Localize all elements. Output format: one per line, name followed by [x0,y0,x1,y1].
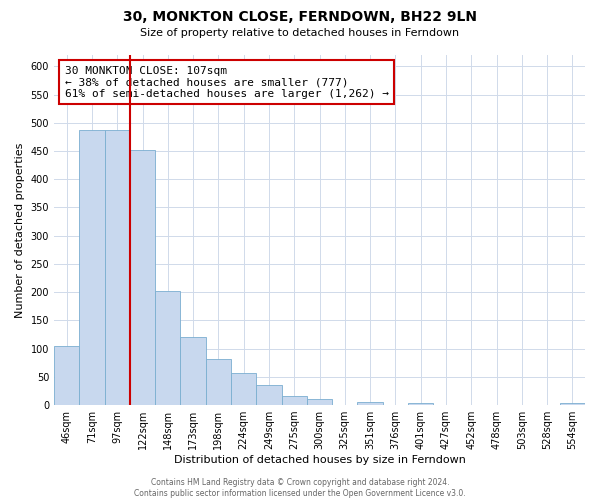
Bar [231,373,256,405]
Text: Contains HM Land Registry data © Crown copyright and database right 2024.
Contai: Contains HM Land Registry data © Crown c… [134,478,466,498]
Bar [281,396,307,405]
Bar [54,346,79,405]
X-axis label: Distribution of detached houses by size in Ferndown: Distribution of detached houses by size … [173,455,466,465]
Bar [358,402,383,405]
Bar [104,130,130,405]
Bar [181,337,206,405]
Bar [256,385,281,405]
Bar [307,400,332,405]
Bar [155,291,181,405]
Bar [130,150,155,405]
Bar [206,359,231,405]
Text: Size of property relative to detached houses in Ferndown: Size of property relative to detached ho… [140,28,460,38]
Bar [408,404,433,405]
Bar [79,130,104,405]
Y-axis label: Number of detached properties: Number of detached properties [15,142,25,318]
Text: 30 MONKTON CLOSE: 107sqm
← 38% of detached houses are smaller (777)
61% of semi-: 30 MONKTON CLOSE: 107sqm ← 38% of detach… [65,66,389,98]
Bar [560,403,585,405]
Text: 30, MONKTON CLOSE, FERNDOWN, BH22 9LN: 30, MONKTON CLOSE, FERNDOWN, BH22 9LN [123,10,477,24]
